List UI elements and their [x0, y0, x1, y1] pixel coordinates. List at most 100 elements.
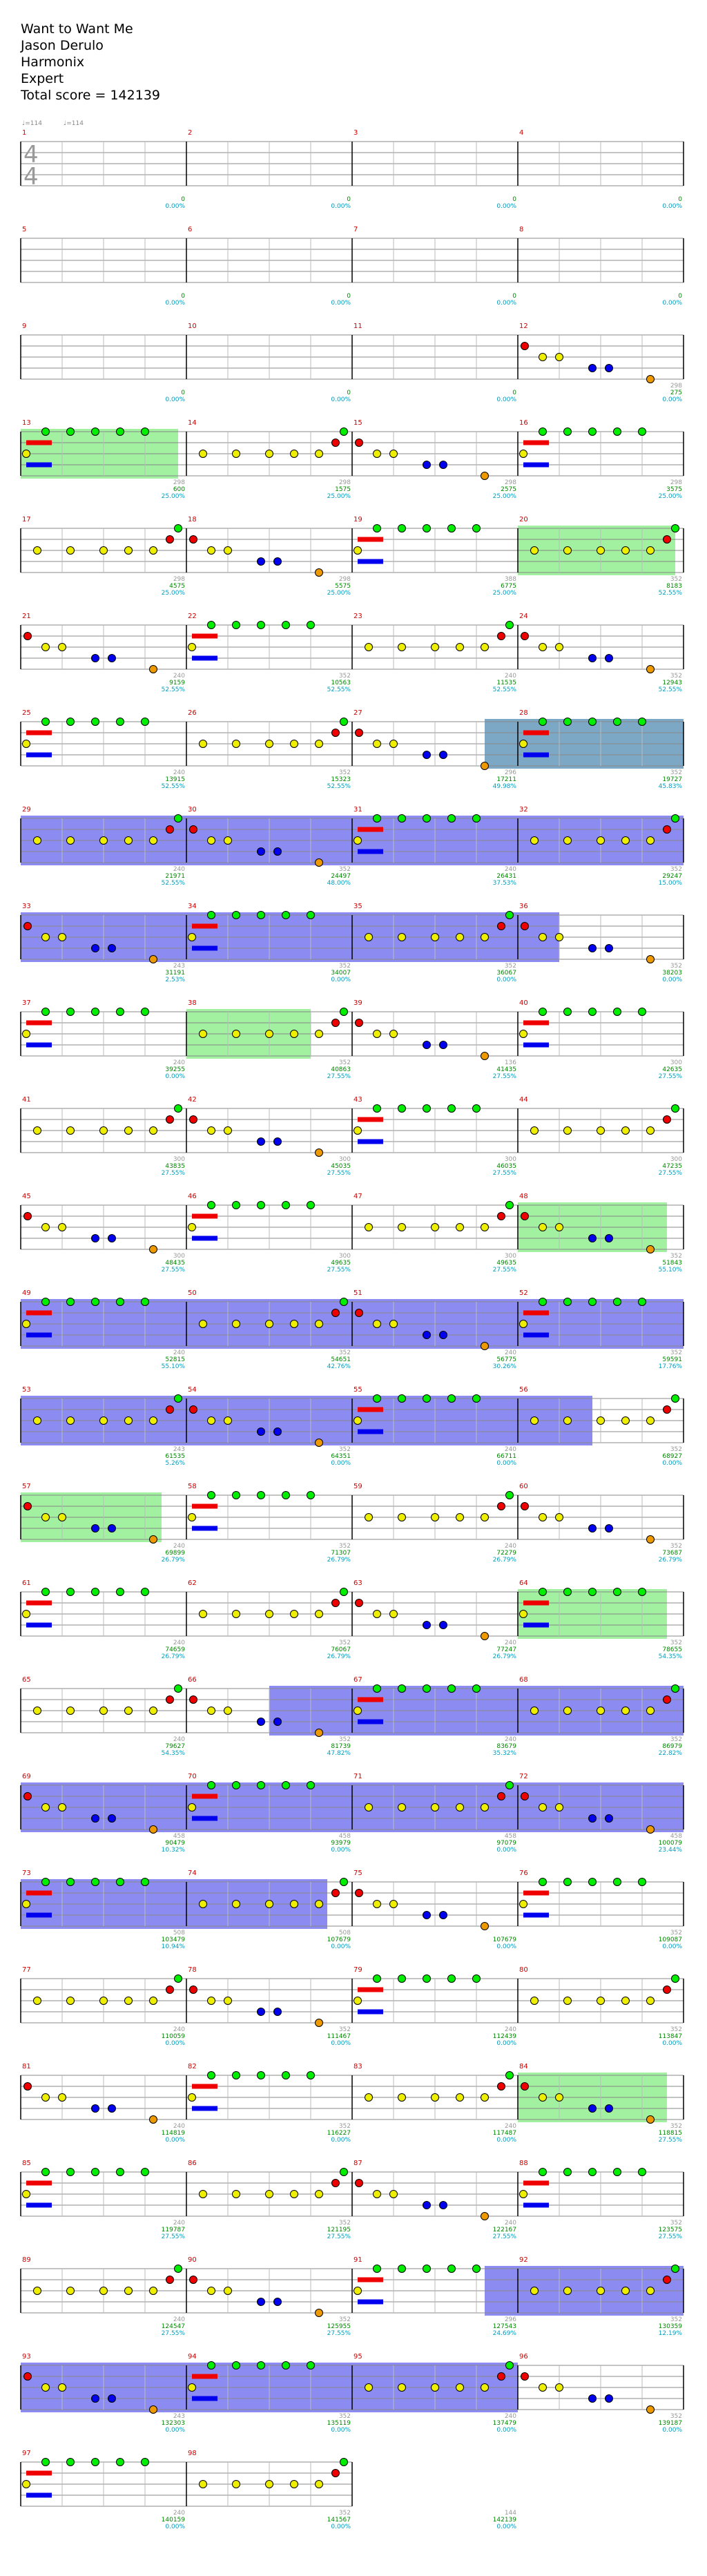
red-sustain: [192, 633, 217, 639]
yellow-note: [149, 2287, 157, 2295]
yellow-note: [519, 1900, 527, 1908]
blue-sustain: [26, 2202, 52, 2208]
yellow-note: [290, 2480, 298, 2488]
measure-score: 103479: [162, 1936, 186, 1943]
yellow-note: [232, 1900, 240, 1908]
yellow-note: [597, 2287, 605, 2295]
yellow-note: [315, 2190, 323, 2198]
green-note: [447, 2265, 456, 2273]
orange-note: [481, 1342, 489, 1350]
blue-sustain: [192, 2396, 217, 2401]
measure-percent: 0.00%: [331, 1943, 351, 1950]
yellow-note: [621, 1126, 630, 1135]
yellow-note: [456, 2093, 464, 2102]
measure-gray-value: 352: [670, 2220, 682, 2227]
measure-number: 17: [22, 516, 31, 523]
green-note: [257, 2071, 265, 2079]
blue-note: [91, 1524, 99, 1532]
measure-number: 36: [519, 903, 528, 910]
measure-score: 0: [678, 196, 682, 203]
yellow-note: [207, 1416, 215, 1425]
measure-number: 15: [354, 419, 362, 427]
blue-sustain: [358, 1429, 383, 1434]
measure-percent: 25.00%: [162, 590, 186, 597]
measure-number: 66: [188, 1676, 197, 1684]
red-note: [189, 1115, 197, 1124]
measure-number: 48: [519, 1193, 528, 1200]
yellow-note: [539, 2383, 547, 2392]
blue-note: [605, 654, 613, 662]
measure-percent: 0.00%: [331, 2427, 351, 2434]
measure-percent: 2.53%: [165, 977, 185, 983]
yellow-note: [99, 1997, 108, 2005]
yellow-note: [315, 1610, 323, 1618]
chart-row: [20, 1978, 684, 2024]
artist-name: Jason Derulo: [21, 38, 104, 53]
blue-note: [439, 461, 447, 469]
measure-number: 24: [519, 613, 528, 620]
yellow-note: [539, 643, 547, 651]
blue-note: [423, 1621, 431, 1629]
blue-sustain: [523, 752, 549, 758]
measure-percent: 27.55%: [327, 1267, 351, 1273]
yellow-note: [265, 1900, 273, 1908]
blue-sustain: [523, 2202, 549, 2208]
blue-note: [257, 1428, 265, 1436]
measure-number: 54: [188, 1386, 197, 1394]
blue-note: [588, 2394, 597, 2403]
measure-percent: 0.00%: [496, 300, 516, 307]
measure-gray-value: 298: [670, 479, 682, 486]
measure-number: 49: [22, 1289, 31, 1297]
measure-score: 74659: [165, 1646, 185, 1653]
measure-gray-value: 352: [339, 673, 351, 680]
yellow-note: [265, 1610, 273, 1618]
red-note: [355, 439, 363, 447]
measure-gray-value: 352: [670, 769, 682, 776]
measure-number: 65: [22, 1676, 31, 1684]
measure-number: 27: [354, 709, 362, 717]
yellow-note: [232, 1610, 240, 1618]
orange-note: [315, 1439, 323, 1447]
measure-score: 81739: [331, 1743, 351, 1750]
measure-score: 26431: [496, 873, 516, 880]
red-sustain: [192, 923, 217, 929]
measure-number: 22: [188, 613, 197, 620]
yellow-note: [481, 643, 489, 651]
measure-score: 111467: [327, 2033, 351, 2040]
measure-score: 1575: [335, 486, 351, 493]
yellow-note: [563, 836, 572, 845]
measure-score: 119787: [162, 2227, 185, 2233]
green-note: [174, 524, 182, 532]
measure-percent: 27.55%: [162, 1267, 186, 1273]
measure-percent: 0.00%: [165, 2137, 185, 2144]
measure-number: 60: [519, 1483, 528, 1490]
measure-score: 6775: [501, 583, 516, 590]
green-note: [307, 1491, 315, 1499]
measure-number: 64: [519, 1579, 528, 1587]
red-note: [497, 632, 505, 640]
measure-percent: 42.76%: [327, 1363, 351, 1370]
yellow-note: [124, 836, 133, 845]
measure-number: 51: [354, 1289, 362, 1297]
green-note: [588, 1588, 597, 1596]
measure-score: 8183: [666, 583, 682, 590]
red-sustain: [26, 2470, 52, 2476]
measure-percent: 27.55%: [493, 2233, 517, 2240]
red-note: [355, 1889, 363, 1897]
measure-percent: 26.79%: [659, 1557, 683, 1564]
orange-note: [646, 375, 655, 383]
measure-number: 63: [354, 1579, 362, 1587]
yellow-note: [224, 2287, 232, 2295]
green-note: [66, 1878, 75, 1886]
measure-score: 0: [347, 293, 351, 300]
measure-number: 95: [354, 2353, 362, 2361]
measure-number: 16: [519, 419, 528, 427]
orange-note: [646, 1245, 655, 1253]
red-note: [497, 1212, 505, 1220]
orange-note: [481, 472, 489, 480]
blue-sustain: [523, 1042, 549, 1048]
green-note: [282, 1781, 290, 1789]
green-note: [447, 1394, 456, 1403]
green-note: [282, 621, 290, 629]
green-note: [207, 2361, 215, 2370]
